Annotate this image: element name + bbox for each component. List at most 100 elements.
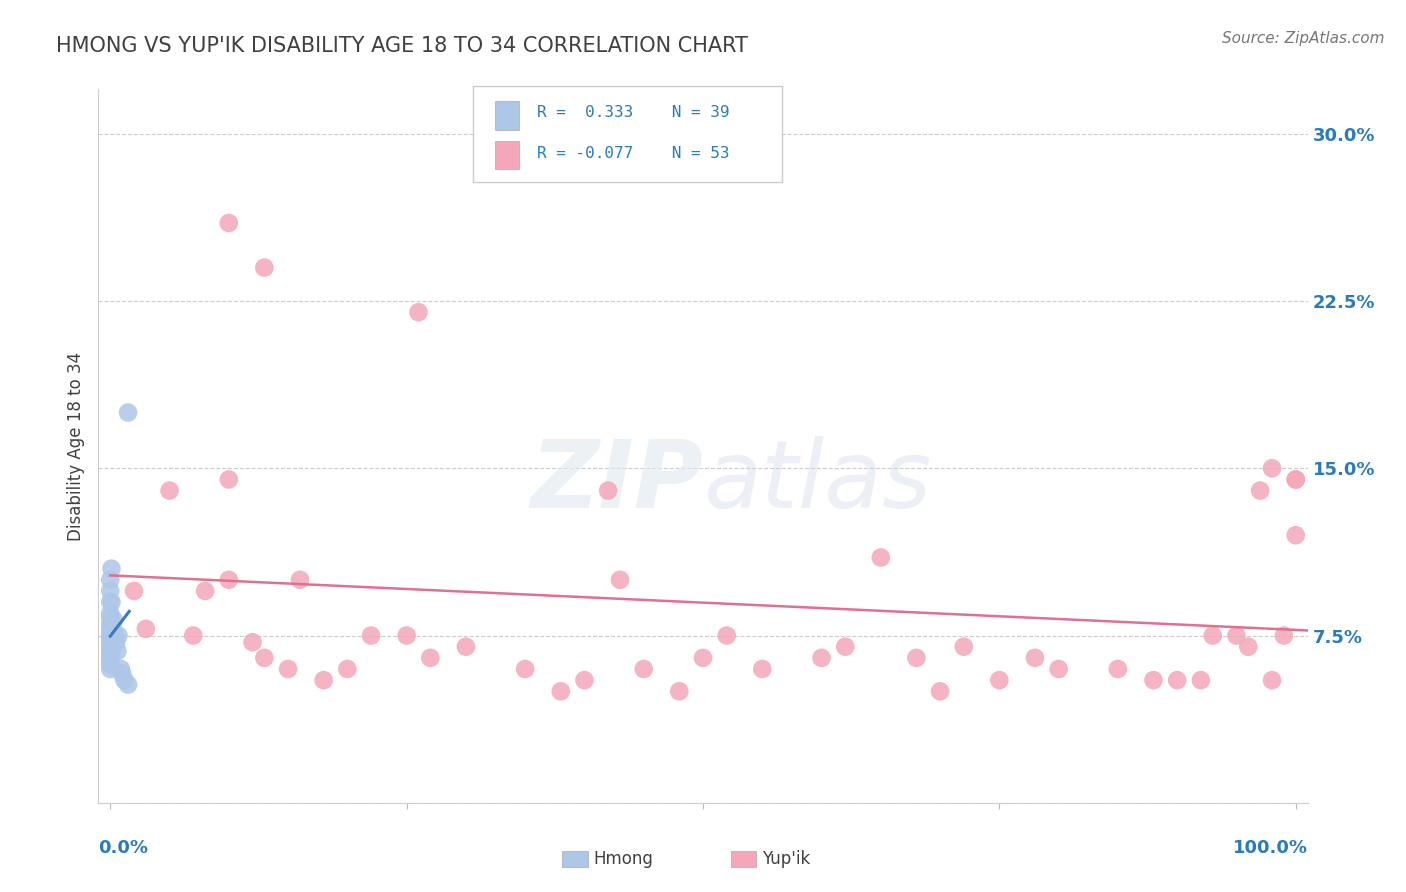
Point [633,662,655,676]
Point [360,628,382,642]
Point [98,595,121,609]
Point [336,662,359,676]
Point [111,666,134,681]
Point [181,628,204,642]
Point [1237,640,1260,654]
Point [98,617,121,632]
Point [98,662,121,676]
Point [1249,483,1271,498]
Point [98,610,121,624]
Point [135,622,157,636]
Point [751,662,773,676]
Point [103,613,125,627]
Point [103,633,125,648]
Text: 100.0%: 100.0% [1233,838,1308,856]
Point [98,607,121,621]
Bar [495,141,519,169]
Point [692,651,714,665]
Text: atlas: atlas [703,436,931,527]
Point [288,573,311,587]
Point [929,684,952,698]
Point [668,684,690,698]
Text: HMONG VS YUP'IK DISABILITY AGE 18 TO 34 CORRELATION CHART: HMONG VS YUP'IK DISABILITY AGE 18 TO 34 … [56,36,748,55]
Point [810,651,832,665]
Text: 0.0%: 0.0% [98,838,149,856]
Point [869,550,891,565]
Point [1285,473,1308,487]
Point [253,260,276,275]
Point [98,635,121,649]
Point [159,483,181,498]
Point [110,662,132,676]
Point [122,583,145,598]
Point [98,628,121,642]
Point [117,405,139,419]
Point [100,617,122,632]
Point [98,626,121,640]
Text: Hmong: Hmong [593,850,654,868]
Point [277,662,299,676]
Point [1166,673,1188,687]
Point [408,305,430,319]
Point [218,216,240,230]
Point [98,651,121,665]
Point [98,640,121,654]
Point [515,662,537,676]
Point [98,622,121,636]
Point [454,640,477,654]
Point [1225,628,1247,642]
Point [1261,673,1284,687]
Point [98,583,121,598]
Point [194,583,217,598]
Point [98,646,121,660]
Point [100,562,122,576]
Point [952,640,974,654]
Point [395,628,418,642]
Point [98,631,121,645]
Point [419,651,441,665]
Text: Source: ZipAtlas.com: Source: ZipAtlas.com [1222,31,1385,46]
Point [1202,628,1225,642]
Point [253,651,276,665]
Point [218,573,240,587]
Point [1189,673,1212,687]
Point [117,678,139,692]
Text: Yup'ik: Yup'ik [762,850,810,868]
Point [312,673,335,687]
Point [716,628,738,642]
Point [105,635,128,649]
Point [1285,473,1308,487]
Point [104,628,127,642]
Y-axis label: Disability Age 18 to 34: Disability Age 18 to 34 [67,351,86,541]
Point [98,651,121,665]
Point [100,628,122,642]
Point [105,644,128,658]
Point [1107,662,1129,676]
Point [98,573,121,587]
Point [98,640,121,654]
FancyBboxPatch shape [474,86,782,182]
Point [598,483,620,498]
Point [1272,628,1295,642]
Point [100,644,122,658]
Point [107,628,129,642]
Point [1142,673,1164,687]
Text: R =  0.333    N = 39: R = 0.333 N = 39 [537,104,730,120]
Bar [495,102,519,130]
Point [101,640,124,654]
Point [101,622,124,636]
Text: ZIP: ZIP [530,435,703,528]
Point [988,673,1011,687]
Point [114,673,136,687]
Point [98,657,121,672]
Point [242,635,264,649]
Point [550,684,572,698]
Point [98,633,121,648]
Point [98,655,121,669]
Point [98,644,121,658]
Point [834,640,856,654]
Point [218,473,240,487]
Point [609,573,631,587]
Point [905,651,928,665]
Point [1024,651,1046,665]
